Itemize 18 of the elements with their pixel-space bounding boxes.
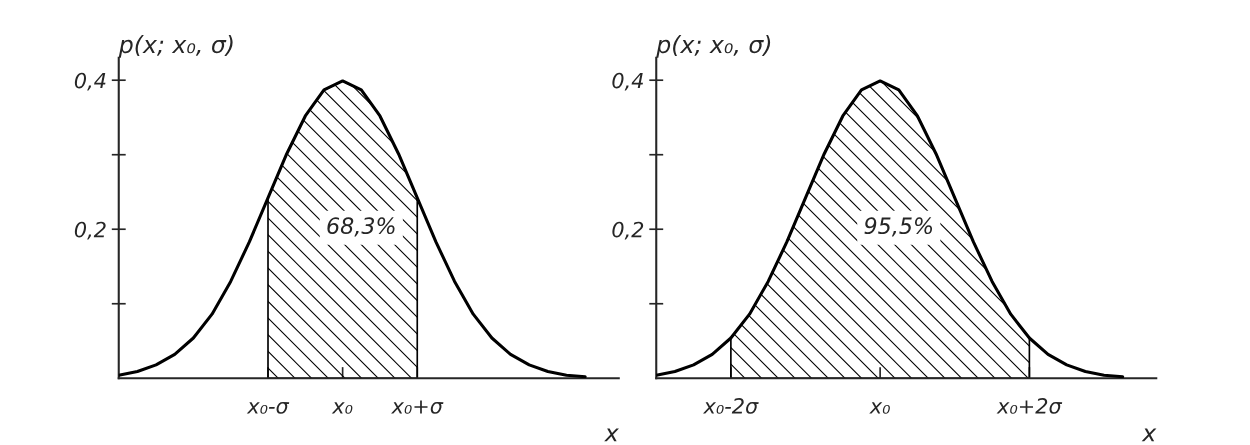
- x-tick-label: x₀+2σ: [996, 398, 1063, 414]
- y-axis-title: p(x; x₀, σ): [118, 35, 233, 58]
- x-tick-label: x₀: [869, 402, 890, 414]
- x-tick-label: x₀: [331, 402, 353, 414]
- annotation: 68,3%: [327, 217, 395, 237]
- y-tick-label: 0,2: [612, 221, 644, 240]
- line-series: [118, 79, 587, 379]
- y-tick-label: 0,4: [74, 72, 106, 91]
- x-axis-title: x: [1141, 428, 1157, 442]
- y-tick-label: 0,2: [74, 221, 106, 240]
- annotation: 95,5%: [864, 217, 933, 237]
- x-tick-label: x₀-σ: [246, 402, 290, 414]
- line-series: [656, 79, 1125, 379]
- x-tick-label: x₀+σ: [391, 400, 444, 414]
- y-tick-label: 0,4: [612, 72, 643, 91]
- x-tick-label: x₀-2σ: [703, 398, 759, 414]
- y-axis-title: p(x; x₀, σ): [656, 35, 771, 58]
- x-axis-title: x: [604, 428, 619, 442]
